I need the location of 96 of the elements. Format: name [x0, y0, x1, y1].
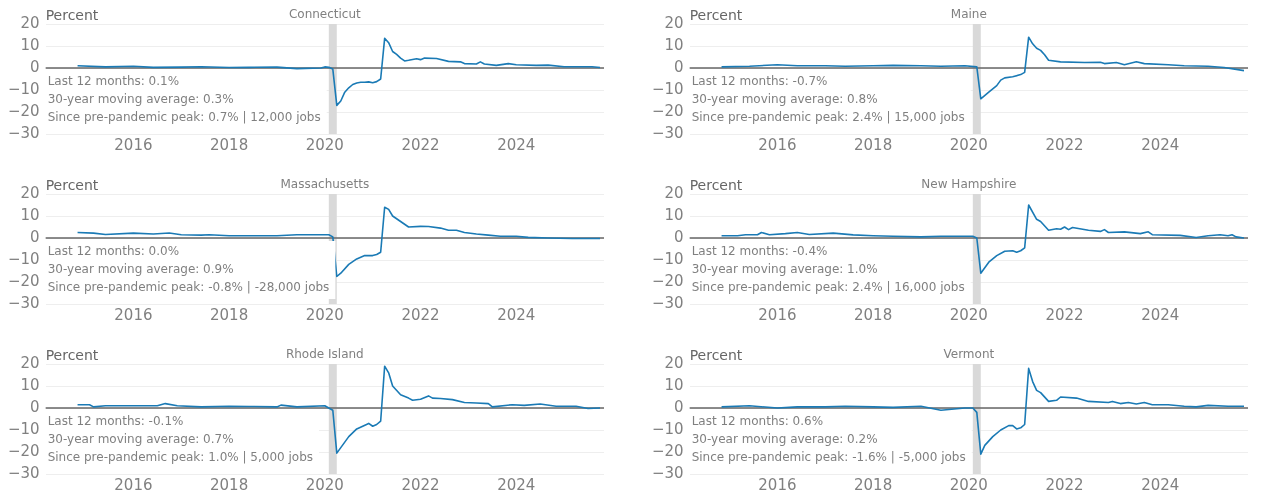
y-tick-label: −30	[652, 463, 684, 482]
y-tick-label: −20	[652, 441, 684, 460]
x-tick-label: 2024	[497, 135, 536, 154]
y-axis-title: Percent	[45, 7, 99, 23]
x-tick-label: 2020	[949, 305, 988, 324]
x-tick-label: 2020	[949, 135, 988, 154]
x-tick-label: 2020	[305, 135, 344, 154]
y-tick-label: −10	[652, 419, 684, 438]
x-tick-label: 2022	[401, 135, 440, 154]
y-tick-label: 10	[20, 205, 40, 224]
y-tick-label: −10	[8, 419, 40, 438]
y-tick-label: −20	[652, 271, 684, 290]
annotation: 30-year moving average: 1.0%	[691, 262, 878, 277]
y-tick-label: −10	[652, 79, 684, 98]
annotation: 30-year moving average: 0.9%	[47, 262, 234, 277]
annotation: Last 12 months: -0.4%	[691, 244, 828, 259]
y-tick-label: 0	[674, 397, 684, 416]
annotation: Last 12 months: 0.1%	[47, 74, 180, 89]
y-tick-label: 0	[674, 227, 684, 246]
y-tick-label: 10	[20, 35, 40, 54]
x-tick-label: 2018	[854, 475, 893, 494]
annotation: Since pre-pandemic peak: -1.6% | -5,000 jobs	[691, 450, 966, 465]
x-tick-label: 2022	[1045, 135, 1084, 154]
y-tick-label: 10	[664, 205, 684, 224]
y-tick-label: 20	[664, 353, 684, 372]
annotation: Last 12 months: 0.0%	[47, 244, 180, 259]
y-tick-label: −20	[8, 271, 40, 290]
y-tick-label: −30	[652, 123, 684, 142]
y-tick-label: 0	[30, 397, 40, 416]
y-tick-label: −30	[652, 293, 684, 312]
chart-title: Massachusetts	[280, 177, 370, 191]
annotation: Last 12 months: -0.7%	[691, 74, 828, 89]
y-tick-label: 10	[664, 375, 684, 394]
x-tick-label: 2024	[497, 475, 536, 494]
y-tick-label: −10	[8, 79, 40, 98]
y-tick-label: −20	[8, 441, 40, 460]
y-tick-label: 20	[664, 183, 684, 202]
chart-title: Connecticut	[288, 7, 362, 21]
x-tick-label: 2024	[1141, 135, 1180, 154]
annotation: Since pre-pandemic peak: 1.0% | 5,000 jobs	[47, 450, 314, 465]
x-tick-label: 2016	[758, 475, 797, 494]
chart-title: Rhode Island	[285, 347, 364, 361]
x-tick-label: 2024	[497, 305, 536, 324]
annotation: 30-year moving average: 0.2%	[691, 432, 878, 447]
chart-title: Maine	[950, 7, 987, 21]
y-tick-label: −20	[652, 101, 684, 120]
y-tick-label: −10	[8, 249, 40, 268]
y-tick-label: 0	[30, 57, 40, 76]
x-tick-label: 2022	[1045, 475, 1084, 494]
annotation: 30-year moving average: 0.3%	[47, 92, 234, 107]
x-tick-label: 2022	[1045, 305, 1084, 324]
annotation: Since pre-pandemic peak: -0.8% | -28,000 jobs	[47, 280, 330, 295]
annotation: 30-year moving average: 0.8%	[691, 92, 878, 107]
x-tick-label: 2016	[758, 135, 797, 154]
annotation: Since pre-pandemic peak: 2.4% | 16,000 jobs	[691, 280, 965, 295]
y-tick-label: 20	[20, 353, 40, 372]
x-tick-label: 2020	[949, 475, 988, 494]
x-tick-label: 2022	[401, 475, 440, 494]
annotation: Since pre-pandemic peak: 0.7% | 12,000 jobs	[47, 110, 321, 125]
y-tick-label: 0	[674, 57, 684, 76]
x-tick-label: 2020	[305, 475, 344, 494]
y-tick-label: −30	[8, 123, 40, 142]
annotation: Last 12 months: -0.1%	[47, 414, 184, 429]
x-tick-label: 2020	[305, 305, 344, 324]
y-tick-label: 20	[20, 183, 40, 202]
x-tick-label: 2018	[854, 135, 893, 154]
chart-title: Vermont	[943, 347, 995, 361]
y-tick-label: −10	[652, 249, 684, 268]
y-tick-label: 0	[30, 227, 40, 246]
y-axis-title: Percent	[689, 7, 743, 23]
x-tick-label: 2024	[1141, 475, 1180, 494]
x-tick-label: 2016	[114, 475, 153, 494]
y-axis-title: Percent	[45, 347, 99, 363]
y-axis-title: Percent	[45, 177, 99, 193]
y-axis-title: Percent	[689, 347, 743, 363]
y-tick-label: 10	[664, 35, 684, 54]
x-tick-label: 2016	[114, 305, 153, 324]
y-tick-label: −30	[8, 463, 40, 482]
x-tick-label: 2016	[758, 305, 797, 324]
y-tick-label: 20	[664, 13, 684, 32]
chart-title: New Hampshire	[921, 177, 1017, 191]
x-tick-label: 2022	[401, 305, 440, 324]
x-tick-label: 2018	[210, 135, 249, 154]
y-tick-label: 20	[20, 13, 40, 32]
annotation: Since pre-pandemic peak: 2.4% | 15,000 jobs	[691, 110, 965, 125]
y-tick-label: 10	[20, 375, 40, 394]
x-tick-label: 2024	[1141, 305, 1180, 324]
x-tick-label: 2018	[854, 305, 893, 324]
annotation: Last 12 months: 0.6%	[691, 414, 824, 429]
annotation: 30-year moving average: 0.7%	[47, 432, 234, 447]
x-tick-label: 2016	[114, 135, 153, 154]
y-tick-label: −30	[8, 293, 40, 312]
x-tick-label: 2018	[210, 475, 249, 494]
x-tick-label: 2018	[210, 305, 249, 324]
y-tick-label: −20	[8, 101, 40, 120]
y-axis-title: Percent	[689, 177, 743, 193]
